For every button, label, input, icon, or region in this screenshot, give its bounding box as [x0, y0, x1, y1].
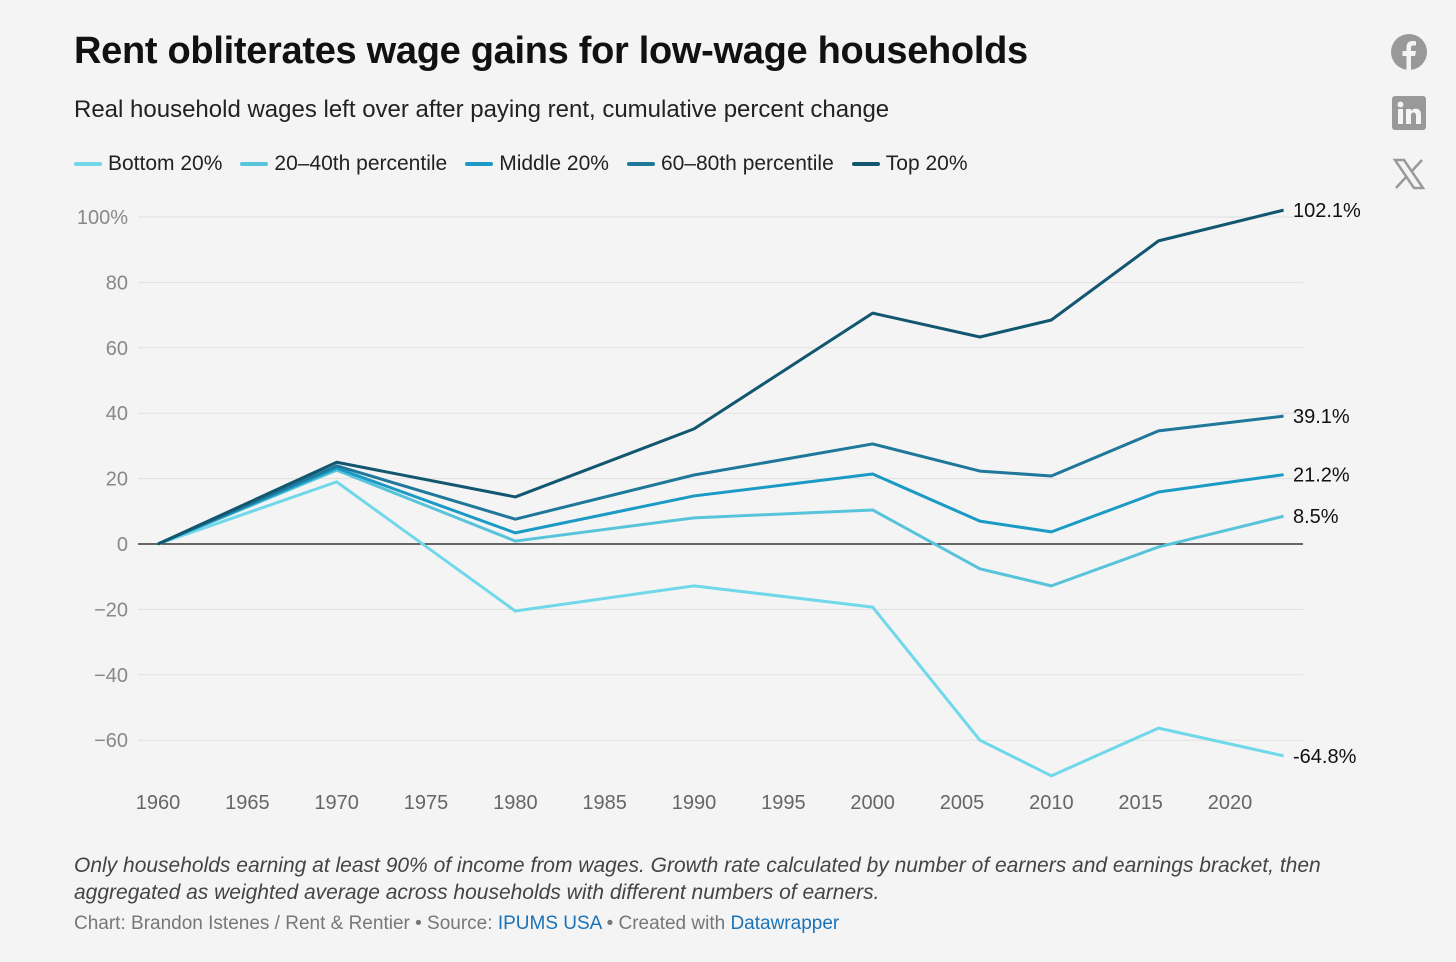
byline: Chart: Brandon Istenes / Rent & Rentier …	[74, 913, 839, 935]
facebook-icon[interactable]	[1390, 33, 1428, 71]
legend-item: 60–80th percentile	[626, 152, 834, 176]
x-tick-label: 1990	[672, 792, 717, 814]
series-line-1	[157, 468, 1284, 588]
legend-item: Bottom 20%	[74, 152, 222, 176]
x-tick-label: 1975	[404, 792, 449, 814]
x-tick-label: 1965	[225, 792, 270, 814]
x-tick-label: 2020	[1208, 792, 1253, 814]
chart-notes: Only households earning at least 90% of …	[74, 854, 1321, 904]
y-tick-label: 0	[117, 534, 128, 556]
x-tick-label: 2000	[850, 792, 895, 814]
datawrapper-link[interactable]: Datawrapper	[730, 913, 840, 934]
legend: Bottom 20% 20–40th percentile Middle 20% 60…	[74, 152, 968, 176]
y-tick-label: 100%	[77, 207, 128, 229]
y-tick-label: 80	[106, 272, 128, 294]
legend-swatch	[240, 162, 269, 166]
y-tick-label: 40	[106, 403, 128, 425]
y-tick-label: −40	[94, 665, 128, 687]
source-link[interactable]: IPUMS USA	[497, 913, 602, 934]
series-line-3	[157, 414, 1284, 546]
legend-item: Top 20%	[851, 152, 968, 176]
legend-label: 20–40th percentile	[274, 152, 448, 175]
x-tick-label: 1985	[582, 792, 627, 814]
legend-swatch	[626, 162, 655, 166]
x-tick-label: 1960	[136, 792, 181, 814]
x-tick-label: 2005	[940, 792, 985, 814]
end-label: 102.1%	[1293, 200, 1361, 222]
chart-title: Rent obliterates wage gains for low-wage…	[74, 30, 1028, 72]
x-icon[interactable]	[1390, 155, 1428, 193]
legend-swatch	[465, 162, 494, 166]
legend-label: Top 20%	[885, 152, 968, 175]
end-label: -64.8%	[1293, 746, 1357, 768]
byline-middle: • Created with	[601, 913, 731, 934]
y-tick-label: 60	[106, 338, 128, 360]
x-tick-label: 1995	[761, 792, 806, 814]
end-label: 39.1%	[1293, 406, 1350, 428]
legend-swatch	[851, 162, 880, 166]
legend-label: Middle 20%	[499, 152, 609, 175]
byline-prefix: Chart: Brandon Istenes / Rent & Rentier …	[74, 913, 498, 934]
y-tick-label: 20	[106, 469, 128, 491]
x-tick-label: 1980	[493, 792, 538, 814]
legend-swatch	[74, 162, 102, 166]
y-tick-label: −60	[94, 730, 128, 752]
x-tick-label: 1970	[314, 792, 359, 814]
y-tick-label: −20	[94, 599, 128, 621]
series-line-2	[157, 466, 1284, 546]
end-label: 8.5%	[1293, 506, 1339, 528]
legend-label: 60–80th percentile	[660, 152, 834, 175]
series-line-0	[157, 480, 1284, 778]
end-label: 21.2%	[1293, 465, 1350, 487]
x-tick-label: 2010	[1029, 792, 1074, 814]
legend-item: 20–40th percentile	[240, 152, 447, 176]
x-tick-label: 2015	[1118, 792, 1163, 814]
chart-subtitle: Real household wages left over after pay…	[74, 96, 890, 123]
linkedin-icon[interactable]	[1390, 94, 1428, 132]
series-line-4	[157, 208, 1284, 546]
legend-item: Middle 20%	[465, 152, 609, 176]
legend-label: Bottom 20%	[108, 152, 223, 175]
